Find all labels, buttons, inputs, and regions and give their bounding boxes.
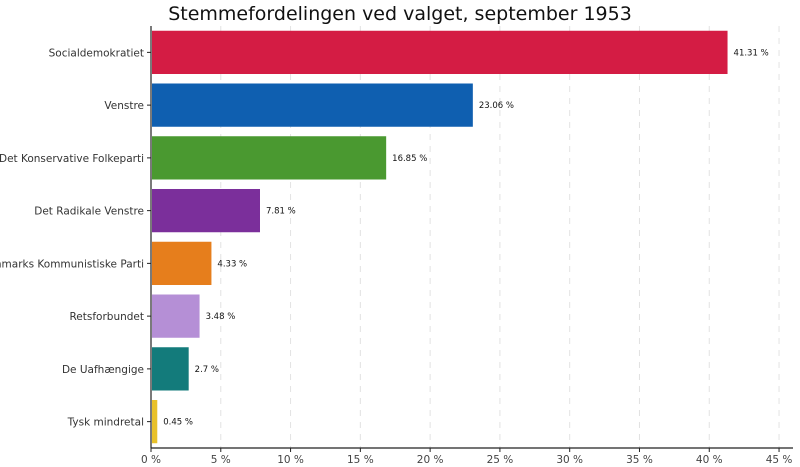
bar [152, 83, 473, 127]
axes: 0 % 5 % 10 % 15 % 20 % 25 % 30 % 35 % 40 % 45 % [141, 26, 793, 466]
bar [152, 294, 200, 338]
bar [152, 30, 728, 75]
data-label: 4.33 % [217, 259, 247, 269]
category-label: De Uafhængige [62, 364, 144, 376]
x-tick-label: 45 % [766, 454, 793, 466]
chart-title: Stemmefordelingen ved valget, september … [168, 3, 632, 25]
data-labels: 41.31 % 23.06 % 16.85 % 7.81 % 4.33 % 3.48 % 2… [163, 48, 768, 427]
category-label: Retsforbundet [69, 311, 144, 323]
bar [152, 241, 212, 286]
x-tick-label: 20 % [417, 454, 444, 466]
x-tick-label: 15 % [347, 454, 374, 466]
data-label: 16.85 % [392, 154, 427, 164]
data-label: 0.45 % [163, 418, 193, 428]
data-label: 7.81 % [266, 207, 296, 217]
data-label: 2.7 % [195, 365, 219, 375]
data-label: 23.06 % [479, 101, 514, 111]
grid-lines [220, 26, 780, 448]
x-tick-label: 35 % [626, 454, 653, 466]
category-label: Venstre [104, 100, 144, 112]
x-tick-label: 0 % [141, 454, 161, 466]
data-label: 41.31 % [734, 48, 769, 58]
category-label: Tysk mindretal [67, 417, 144, 429]
bars [152, 30, 728, 444]
category-label: Socialdemokratiet [49, 47, 144, 59]
category-label: Danmarks Kommunistiske Parti [0, 258, 144, 270]
x-tick-label: 25 % [487, 454, 514, 466]
bar [152, 399, 158, 444]
category-label: Det Konservative Folkeparti [0, 153, 144, 165]
x-tick-label: 40 % [696, 454, 723, 466]
category-labels: Socialdemokratiet Venstre Det Konservative… [0, 47, 144, 428]
x-tick-label: 10 % [277, 454, 304, 466]
x-tick-label: 30 % [556, 454, 583, 466]
bar [152, 347, 189, 391]
data-label: 3.48 % [206, 312, 236, 322]
bar [152, 188, 261, 233]
x-tick-label: 5 % [211, 454, 231, 466]
bar [152, 136, 387, 180]
category-label: Det Radikale Venstre [34, 206, 144, 218]
